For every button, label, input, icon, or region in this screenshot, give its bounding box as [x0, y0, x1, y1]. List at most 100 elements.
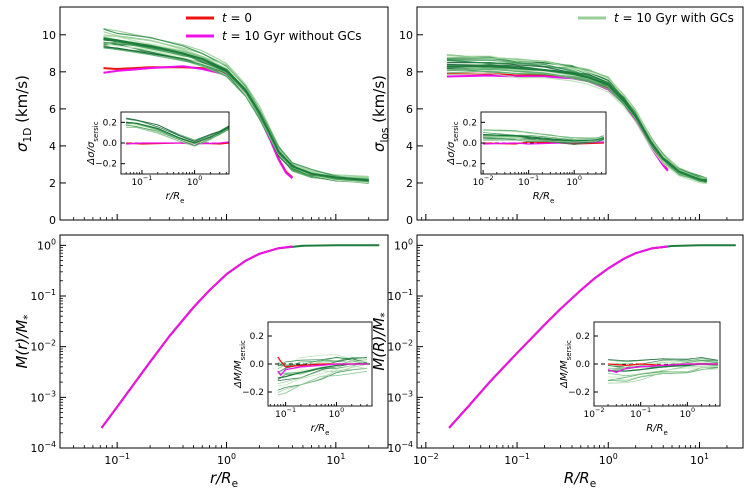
panel-1-inset-x-tick-label: 100: [187, 174, 203, 188]
panel-1-y-tick-label: 2: [49, 177, 56, 190]
panel-4-series-t-10-gyr-without-gcs: [448, 245, 668, 429]
panel-2-series-t-10-gyr-with-gcs-member-6: [446, 72, 707, 185]
panel-2-inset-y-tick-label: −0.2: [455, 160, 477, 170]
panel-4-inset-series-t-10-gyr-with-gcs-member-12: [608, 365, 718, 377]
panel-1-inset-y-axis-label: Δσ/σsersic: [86, 121, 100, 165]
panel-2-inset-data: [481, 129, 606, 145]
panel-3-inset-y-axis-label: ΔM/Msersic: [233, 340, 247, 389]
panel-2-inset-series-t-10-gyr-with-gcs-member-7: [483, 130, 604, 140]
panel-3-inset-y-tick-label: 0.0: [250, 360, 265, 370]
panel-3-inset-x-tick-label: 10−1: [275, 406, 296, 420]
panel-3-x-axis-label: r/Re: [210, 469, 238, 490]
panel-1-inset-x-axis-label: r/Re: [166, 191, 185, 205]
panel-1-y-tick-label: 10: [42, 29, 56, 42]
panel-3-x-tick-label: 10−1: [104, 452, 130, 467]
panel-3-x-tick-label: 100: [217, 452, 236, 467]
panel-1-data: [103, 28, 369, 184]
panel-3-y-tick-label: 10−3: [30, 389, 56, 404]
panel-sigma-los: 0 2 4 6 8 10 σlos (km/s) t = 10 Gyr with GCs 10−…: [370, 6, 744, 227]
panel-3-frame: [59, 234, 389, 449]
panel-2-y-axis-label: σlos (km/s): [370, 75, 391, 152]
panel-4-frame: [416, 234, 744, 449]
panel-1-inset: 10−1 100 −0.2 0.0 0.2 r/Re Δσ/σsersic: [86, 111, 230, 205]
panel-4-x-tick-label: 10−2: [413, 452, 439, 467]
panel-sigma-1d: 0 2 4 6 8 10 σ1D (km/s) t = 0 t = 10 Gyr without…: [13, 6, 389, 227]
panel-1-frame: [59, 6, 389, 221]
panel-2-y-tick-label: 8: [406, 66, 413, 79]
panel-3-data: [100, 244, 380, 429]
panel-2-inset-x-axis-label: R/Re: [533, 191, 555, 205]
panel-2-y-tick-label: 2: [406, 177, 413, 190]
panel-3-y-tick-label: 10−2: [30, 339, 56, 354]
panel-2-inset-y-tick-label: 0.2: [463, 118, 477, 128]
panel-3-y-tick-label: 10−4: [30, 440, 56, 455]
panel-2-inset-y-axis-label: Δσ/σsersic: [446, 121, 460, 165]
panel-4-inset-series-t-10-gyr-with-gcs-member-14: [608, 366, 718, 378]
panel-4-y-tick-label: 10−3: [387, 389, 413, 404]
panel-4-x-axis-label: R/Re: [564, 469, 596, 490]
panel-4-inset-y-axis-label: ΔM/Msersic: [559, 340, 573, 389]
panel-4-inset-y-tick-label: 0.2: [576, 332, 590, 342]
panel-3-inset-series-t-10-gyr-with-gcs-member-14: [277, 365, 368, 386]
panel-4-x-tick-label: 10−1: [504, 452, 530, 467]
panel-3-inset-x-tick-label: 100: [329, 406, 345, 420]
panel-1-y-axis-label: σ1D (km/s): [13, 75, 34, 152]
panel-2-inset-series-t-10-gyr-with-gcs-member-12: [483, 129, 605, 140]
panel-3-inset-series-t-10-gyr-with-gcs-member-1: [277, 367, 368, 391]
panel-1-inset-y-tick-label: −0.2: [95, 160, 117, 170]
panel-3-inset-series-t-10-gyr-with-gcs-member-2: [277, 357, 368, 367]
panel-3-y-axis-label: M(r)/M*: [13, 314, 34, 368]
panel-4-inset-x-tick-label: 10−1: [630, 406, 651, 420]
panel-4-y-tick-label: 10−4: [387, 440, 413, 455]
panel-3-y-tick-label: 10−1: [30, 288, 56, 303]
panel-2-inset-x-tick-label: 100: [566, 174, 582, 188]
panel-2-inset-series-t-10-gyr-with-gcs: [483, 134, 605, 142]
panel-1-inset-series-t-10-gyr-with-gcs-member-10: [126, 124, 229, 147]
panel-mass-3d: 10−1 100 101 10−4 10−3 10−2 10−1 100 r/Re M(r)/M*…: [13, 234, 389, 490]
panel-1-y-tick-label: 8: [49, 66, 56, 79]
panel-1-legend-label-t-10-gyr-without-gcs: t = 10 Gyr without GCs: [222, 29, 362, 43]
panel-3-inset-y-tick-label: 0.2: [250, 332, 264, 342]
panel-3-inset-series-t-10-gyr-with-gcs-member-9: [277, 357, 368, 367]
panel-4-inset-y-tick-label: 0.0: [576, 360, 591, 370]
panel-1-legend-label-t-0: t = 0: [222, 11, 252, 25]
panel-1-series-t-10-gyr-with-gcs-member-11: [103, 47, 369, 183]
panel-2-series-t-10-gyr-with-gcs-member-21: [446, 54, 707, 179]
panel-1-series-t-10-gyr-with-gcs: [103, 37, 369, 182]
panel-3-inset: 10−1 100 −0.2 0.0 0.2 r/Re ΔM/Msersic: [233, 321, 373, 437]
panel-4-x-tick-label: 100: [599, 452, 618, 467]
panel-2-data: [446, 54, 708, 185]
panel-2-y-tick-label: 10: [399, 29, 413, 42]
panel-3-x-tick-label: 101: [326, 452, 345, 467]
panel-4-y-tick-label: 100: [394, 237, 413, 252]
panel-3-inset-series-t-10-gyr-with-gcs-member-12: [277, 371, 368, 396]
panel-1-y-tick-label: 4: [49, 140, 56, 153]
panel-1-inset-y-tick-label: 0.0: [103, 139, 118, 149]
panel-3-y-tick-label: 100: [37, 237, 56, 252]
panel-4-inset-y-tick-label: −0.2: [568, 388, 590, 398]
panel-1-y-tick-label: 6: [49, 103, 56, 116]
panel-4-x-tick-label: 101: [690, 452, 709, 467]
panel-1-inset-y-tick-label: 0.2: [103, 118, 117, 128]
panel-4-data: [448, 244, 736, 429]
panel-4-inset-x-tick-label: 10−2: [584, 406, 605, 420]
panel-4-y-tick-label: 10−2: [387, 339, 413, 354]
panel-4-inset: 10−2 10−1 100 −0.2 0.0 0.2 R/Re ΔM/Msersic: [559, 321, 721, 437]
panel-4-inset-series-t-10-gyr-with-gcs-member-5: [608, 359, 718, 366]
panel-1-inset-series-t-10-gyr-with-gcs-member-8: [126, 117, 229, 142]
panel-4-inset-x-axis-label: R/Re: [646, 423, 668, 437]
panel-2-inset: 10−2 10−1 100 −0.2 0.0 0.2 R/Re Δσ/σsersic: [446, 111, 607, 205]
panel-4-inset-data: [594, 357, 720, 384]
panel-mass-proj: 10−2 10−1 100 10110−410−310−210−1100R/ReM(R…: [370, 234, 744, 490]
panel-1-inset-series-t-10-gyr-with-gcs: [126, 121, 229, 144]
panel-4-y-tick-label: 10−1: [387, 288, 413, 303]
panel-3-inset-y-tick-label: −0.2: [242, 388, 264, 398]
panel-4-inset-series-t-10-gyr-without-gcs: [607, 363, 718, 374]
panel-2-frame: [416, 6, 744, 221]
panel-1-y-tick-label: 0: [49, 214, 56, 227]
panel-2-y-tick-label: 0: [406, 214, 413, 227]
panel-3-inset-data: [268, 354, 372, 396]
panel-3-series-t-10-gyr-without-gcs: [100, 245, 293, 429]
panel-1-inset-x-tick-label: 10−1: [131, 174, 152, 188]
